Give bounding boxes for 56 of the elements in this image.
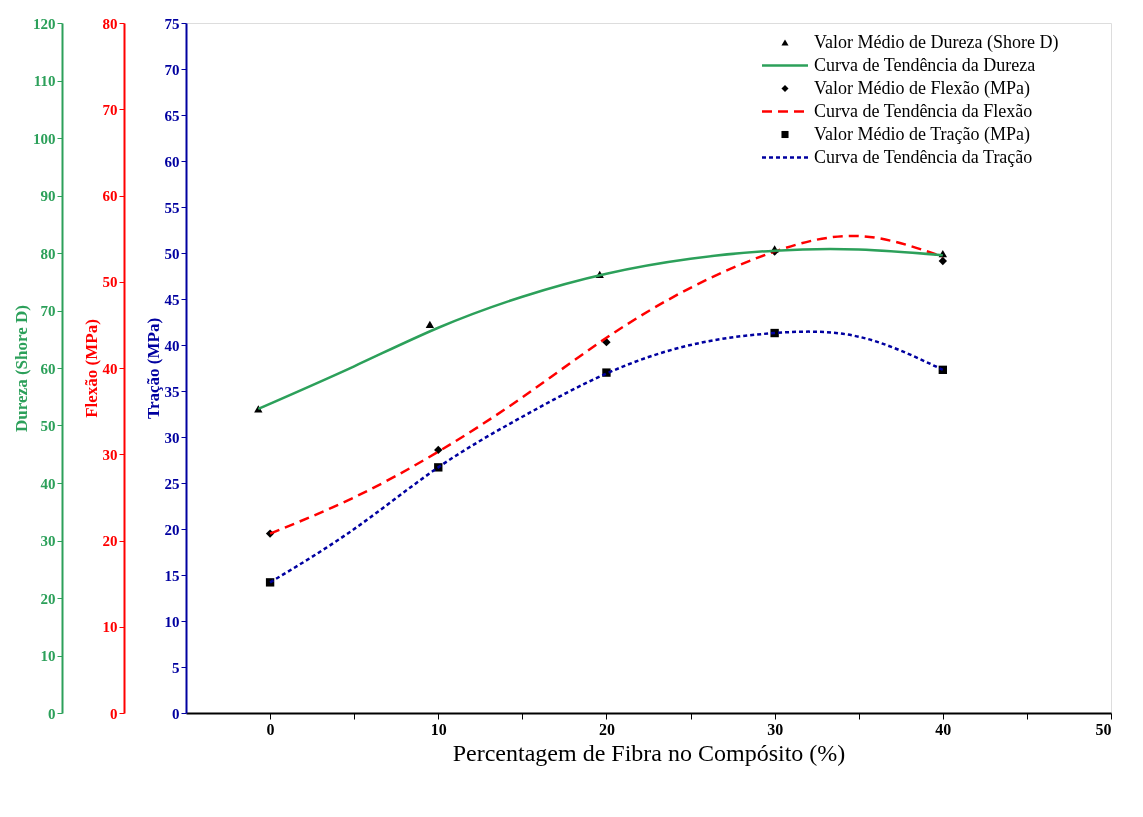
- legend-label: Curva de Tendência da Tração: [814, 146, 1033, 167]
- y-tick-label: 5: [172, 659, 180, 676]
- y3-tick-label: 50: [40, 418, 56, 434]
- y-tick-label: 25: [164, 475, 180, 492]
- y3-tick-label: 100: [33, 130, 56, 147]
- y3-tick-label: 20: [40, 590, 56, 607]
- y3-tick-label: 80: [40, 245, 56, 262]
- y3-tick-label: 70: [40, 303, 56, 319]
- legend-label: Valor Médio de Tração (MPa): [814, 123, 1030, 145]
- y2-tick-label: 40: [102, 360, 118, 377]
- x-tick-label: 50: [1095, 720, 1112, 738]
- y3-tick-label: 40: [40, 475, 56, 492]
- y2-tick-label: 60: [102, 188, 118, 204]
- y-tick-label: 55: [164, 199, 180, 216]
- y-tick-label: 40: [164, 337, 180, 354]
- y3-tick-label: 10: [40, 648, 56, 664]
- legend-label: Curva de Tendência da Flexão: [814, 100, 1033, 121]
- y-tick-label: 30: [164, 429, 180, 446]
- y2-tick-label: 0: [110, 705, 118, 722]
- point: [938, 256, 947, 266]
- y-axis-title: Tração (MPa): [143, 317, 163, 420]
- y2-axis-title: Flexão (MPa): [81, 319, 101, 418]
- y3-tick-label: 60: [40, 360, 56, 377]
- y3-tick-label: 120: [33, 15, 56, 32]
- y-tick-label: 70: [164, 61, 180, 78]
- x-tick-label: 0: [266, 720, 275, 738]
- y3-tick-label: 90: [40, 188, 56, 204]
- y-tick-label: 60: [164, 153, 180, 170]
- y-tick-label: 65: [164, 107, 180, 124]
- x-axis-title: Percentagem de Fibra no Compósito (%): [452, 739, 846, 766]
- y3-tick-label: 0: [48, 705, 56, 722]
- x-tick-label: 30: [767, 720, 784, 738]
- x-tick-label: 20: [598, 720, 615, 738]
- y2-tick-label: 80: [102, 15, 118, 32]
- y2-tick-label: 20: [102, 533, 118, 549]
- y-tick-label: 20: [164, 521, 180, 538]
- y2-tick-label: 30: [102, 446, 118, 463]
- legend-label: Valor Médio de Dureza (Shore D): [814, 31, 1059, 53]
- y2-tick-label: 50: [102, 274, 118, 291]
- y3-axis-title: Dureza (Shore D): [12, 305, 31, 432]
- y-tick-label: 10: [164, 613, 180, 630]
- y-tick-label: 15: [164, 567, 180, 584]
- x-tick-label: 10: [430, 720, 447, 738]
- y-tick-label: 50: [164, 245, 180, 262]
- y3-tick-label: 30: [40, 533, 56, 549]
- y3-tick-label: 110: [33, 73, 56, 89]
- y2-tick-label: 10: [102, 619, 118, 636]
- x-tick-label: 40: [935, 720, 952, 738]
- y-tick-label: 45: [164, 291, 180, 308]
- y2-tick-label: 70: [102, 101, 118, 118]
- y-tick-label: 35: [164, 383, 180, 400]
- legend-label: Valor Médio de Flexão (MPa): [814, 77, 1030, 99]
- y-tick-label: 0: [172, 705, 180, 722]
- legend-label: Curva de Tendência da Dureza: [814, 54, 1036, 75]
- point: [425, 320, 435, 328]
- y-tick-label: 75: [164, 15, 180, 32]
